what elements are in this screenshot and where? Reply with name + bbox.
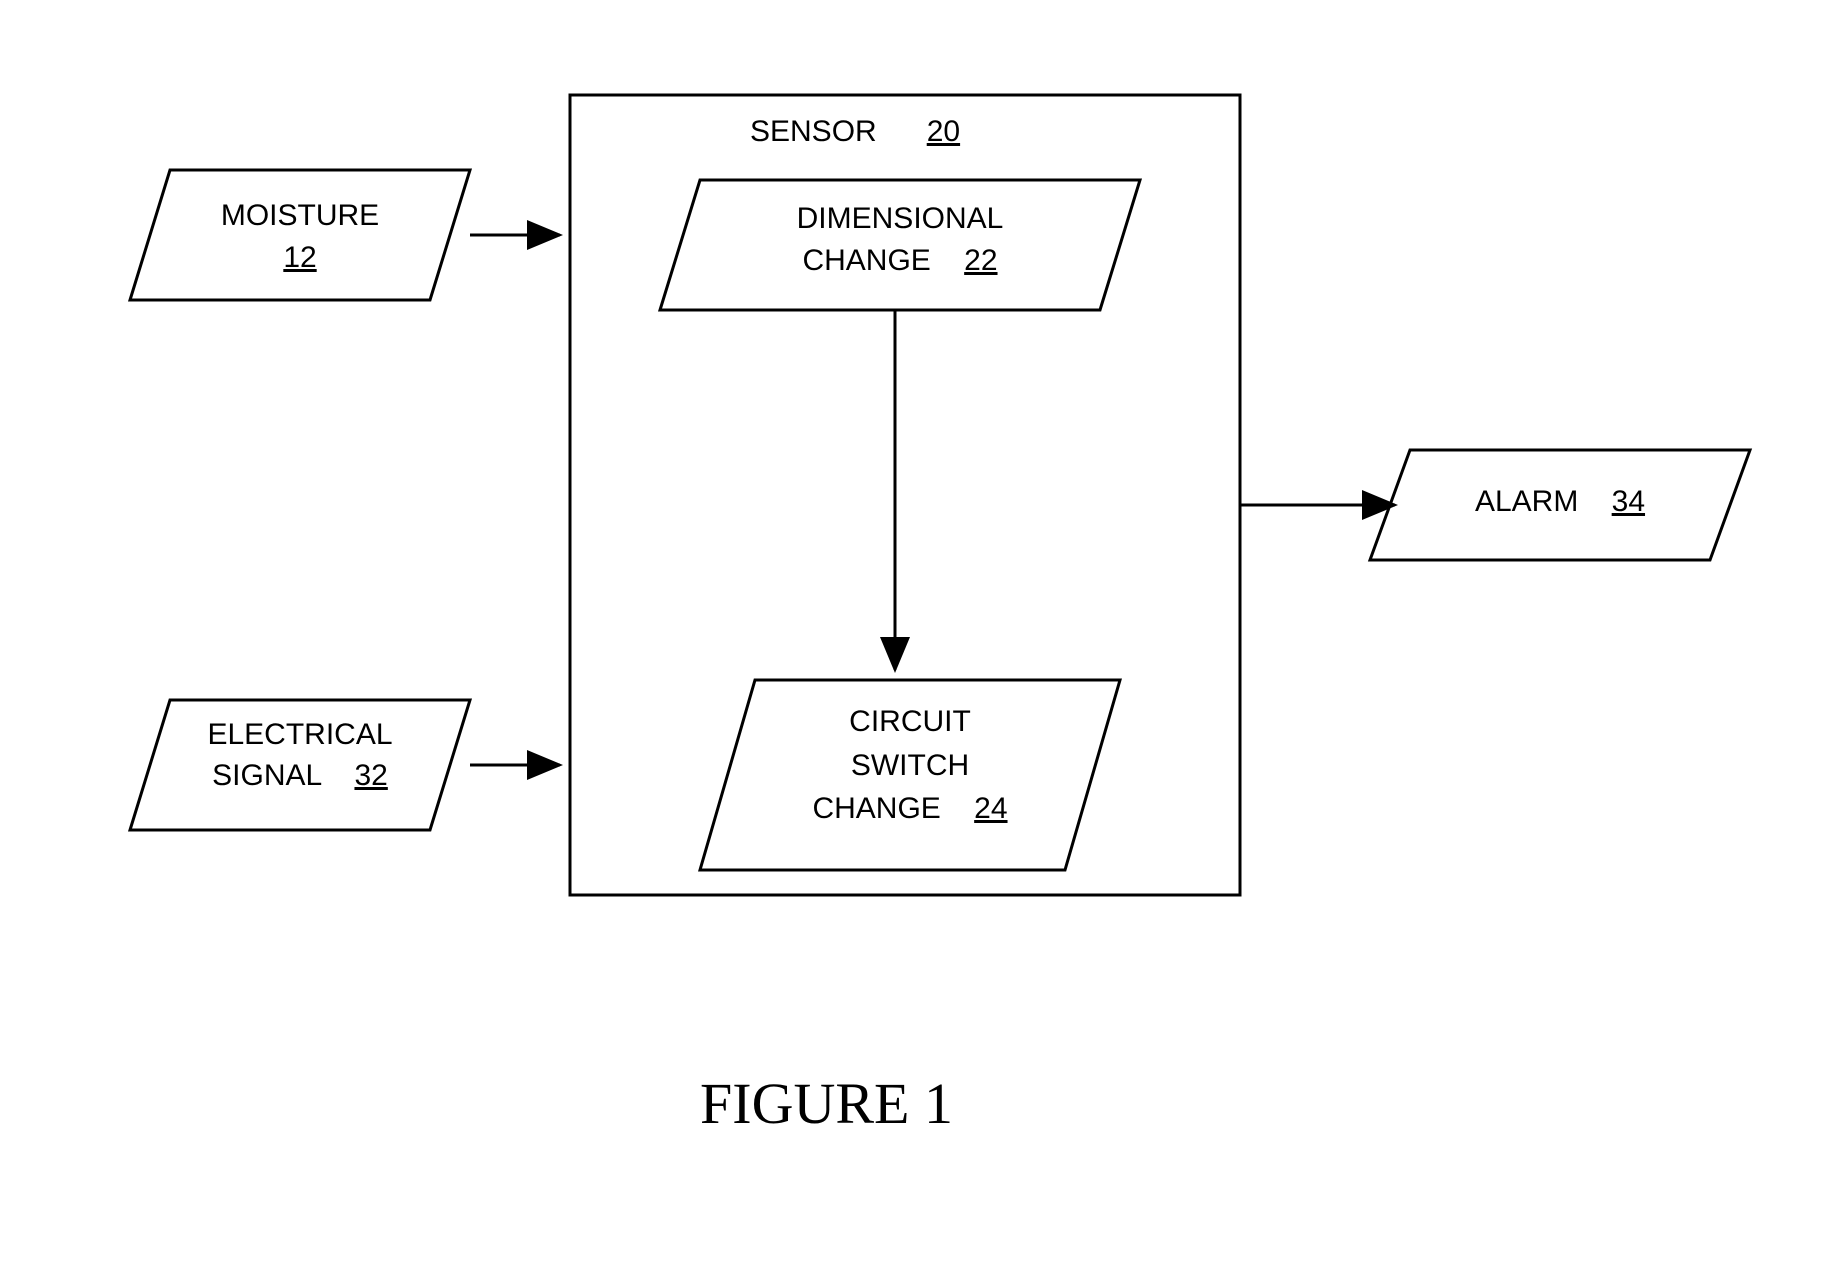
circuit-ref: 24	[974, 792, 1007, 825]
electrical-ref: 32	[354, 759, 387, 792]
dimensional-text1: DIMENSIONAL	[730, 198, 1070, 240]
alarm-text: ALARM	[1475, 485, 1578, 518]
electrical-text1: ELECTRICAL	[175, 715, 425, 756]
moisture-text: MOISTURE	[190, 195, 410, 237]
electrical-text2: SIGNAL	[212, 759, 321, 792]
alarm-label: ALARM 34	[1430, 485, 1690, 519]
diagram-canvas: SENSOR 20 MOISTURE 12 ELECTRICAL SIGNAL …	[0, 0, 1832, 1279]
dimensional-label: DIMENSIONAL CHANGE 22	[730, 198, 1070, 282]
sensor-text: SENSOR	[750, 115, 877, 148]
electrical-label: ELECTRICAL SIGNAL 32	[175, 715, 425, 796]
sensor-ref: 20	[927, 115, 960, 148]
moisture-label: MOISTURE 12	[190, 195, 410, 279]
figure-caption: FIGURE 1	[700, 1070, 953, 1137]
circuit-label: CIRCUIT SWITCH CHANGE 24	[770, 700, 1050, 831]
caption-text: FIGURE 1	[700, 1071, 953, 1136]
sensor-label: SENSOR 20	[750, 115, 960, 149]
dimensional-ref: 22	[964, 244, 997, 277]
dimensional-text2: CHANGE	[802, 244, 930, 277]
circuit-text1: CIRCUIT	[770, 700, 1050, 744]
circuit-text3: CHANGE	[812, 792, 940, 825]
circuit-text2: SWITCH	[770, 744, 1050, 788]
alarm-ref: 34	[1612, 485, 1645, 518]
moisture-ref: 12	[190, 237, 410, 279]
